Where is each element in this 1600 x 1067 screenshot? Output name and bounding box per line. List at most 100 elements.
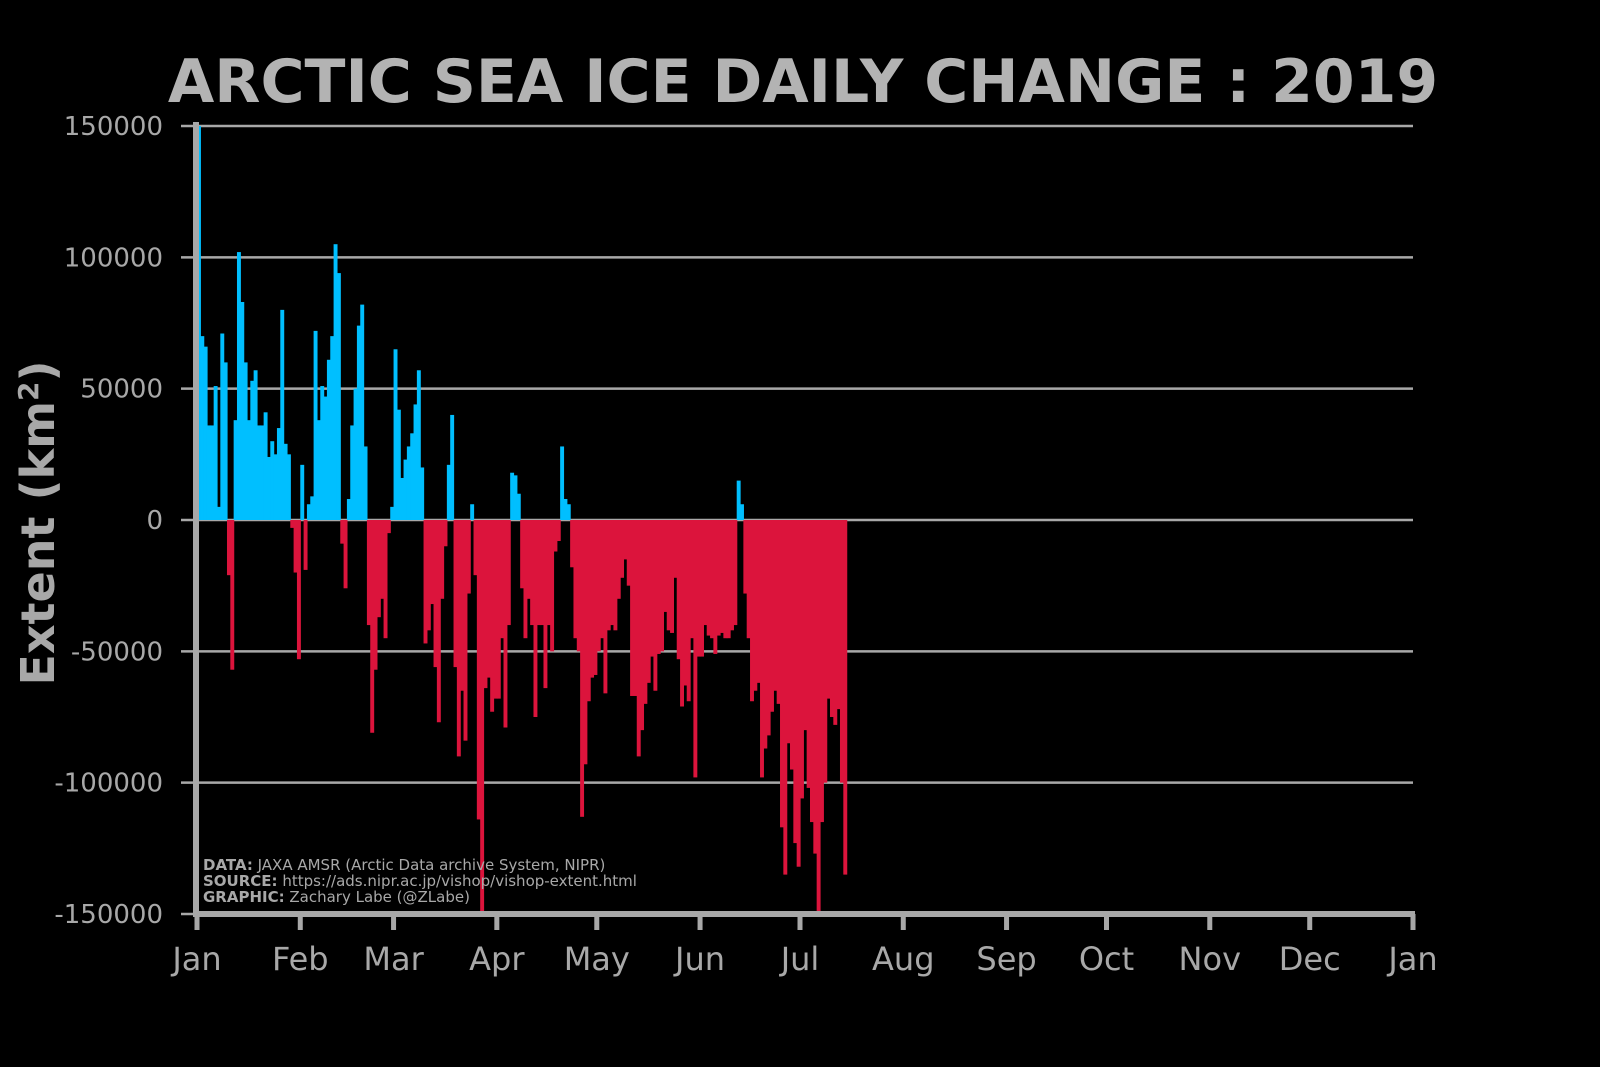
bar xyxy=(393,349,398,520)
bar xyxy=(220,333,225,520)
bar xyxy=(800,520,804,799)
bar xyxy=(776,520,781,704)
bar xyxy=(580,520,585,817)
bar xyxy=(423,520,428,644)
bar xyxy=(510,472,515,520)
x-tick-label: Oct xyxy=(1079,940,1134,978)
bar xyxy=(550,520,555,652)
bar xyxy=(666,520,671,631)
bar xyxy=(483,520,488,689)
bar xyxy=(809,520,814,823)
bar xyxy=(819,520,824,823)
bar xyxy=(623,520,628,560)
bar xyxy=(816,520,821,914)
bar xyxy=(406,446,411,520)
bar xyxy=(273,454,278,520)
x-tick-label: Mar xyxy=(363,940,424,978)
bar xyxy=(320,386,325,520)
bar xyxy=(240,301,245,520)
bar xyxy=(736,480,741,520)
bar xyxy=(690,520,694,639)
bar xyxy=(253,370,258,520)
x-tick-label: Apr xyxy=(469,940,525,978)
bar xyxy=(553,520,558,552)
credit-source-text: https://ads.nipr.ac.jp/vishop/vishop-ext… xyxy=(278,872,637,890)
x-tick-label: Dec xyxy=(1279,940,1341,978)
bar xyxy=(326,359,331,520)
bar xyxy=(456,520,461,757)
bar xyxy=(583,520,588,765)
bar xyxy=(593,520,598,675)
credit-graphic-text: Zachary Labe (@ZLabe) xyxy=(285,888,470,906)
bar xyxy=(573,520,578,639)
bar xyxy=(426,520,431,631)
bar xyxy=(806,520,811,788)
bar xyxy=(286,454,291,520)
bar xyxy=(250,380,255,520)
bar xyxy=(226,520,231,576)
bar xyxy=(630,520,635,696)
credit-graphic: GRAPHIC: Zachary Labe (@ZLabe) xyxy=(203,888,470,906)
bar xyxy=(353,388,358,520)
bar xyxy=(496,520,501,699)
bar xyxy=(526,520,531,599)
bar xyxy=(293,520,298,573)
bar xyxy=(606,520,611,631)
bar xyxy=(443,520,448,547)
bar xyxy=(839,520,844,783)
y-tick-label: -50000 xyxy=(71,637,163,667)
bar xyxy=(663,520,668,612)
bar xyxy=(793,520,798,844)
bar xyxy=(733,520,738,626)
bar xyxy=(366,520,371,626)
bar xyxy=(753,520,758,691)
bar xyxy=(300,464,305,520)
bar xyxy=(656,520,661,654)
bar xyxy=(340,520,345,544)
x-tick-label: Jul xyxy=(779,940,820,978)
bar xyxy=(333,244,338,520)
y-axis-label-superscript: 2 xyxy=(12,381,45,400)
bar xyxy=(533,520,538,717)
bar xyxy=(826,520,831,699)
bar xyxy=(670,520,675,633)
bar xyxy=(660,520,665,652)
y-tick-label: -100000 xyxy=(54,769,163,799)
bar xyxy=(540,520,545,626)
credit-data-label: DATA: xyxy=(203,856,253,874)
bar xyxy=(523,520,528,639)
bar xyxy=(706,520,711,636)
bar xyxy=(493,520,498,699)
bar xyxy=(646,520,651,683)
bar xyxy=(560,446,565,520)
bar xyxy=(233,420,238,520)
chart-title: ARCTIC SEA ICE DAILY CHANGE : 2019 xyxy=(168,47,1438,117)
bar xyxy=(613,520,618,631)
bar xyxy=(480,520,485,914)
credit-source: SOURCE: https://ads.nipr.ac.jp/vishop/vi… xyxy=(203,872,637,890)
bar xyxy=(763,520,768,749)
bar xyxy=(446,464,451,520)
bar xyxy=(773,520,778,691)
bar xyxy=(786,520,791,744)
bar xyxy=(450,414,455,520)
bar xyxy=(400,477,405,520)
bar xyxy=(730,520,734,631)
bar xyxy=(310,496,315,520)
bar xyxy=(460,520,465,691)
bar xyxy=(833,520,838,725)
bar xyxy=(440,520,445,599)
bar xyxy=(503,520,508,728)
bar xyxy=(466,520,471,594)
bar xyxy=(823,520,828,783)
credit-data: DATA: JAXA AMSR (Arctic Data archive Sys… xyxy=(203,856,605,874)
bar xyxy=(330,336,335,520)
x-tick-labels: Jan Feb Mar Apr May Jun Jul Aug Sep Oct Nov Dec Jan xyxy=(170,940,1437,978)
bar xyxy=(680,520,684,707)
bar xyxy=(720,520,724,633)
bar xyxy=(280,309,285,520)
bar xyxy=(633,520,638,696)
bar xyxy=(246,420,251,520)
bar xyxy=(530,520,535,626)
bar xyxy=(620,520,625,578)
